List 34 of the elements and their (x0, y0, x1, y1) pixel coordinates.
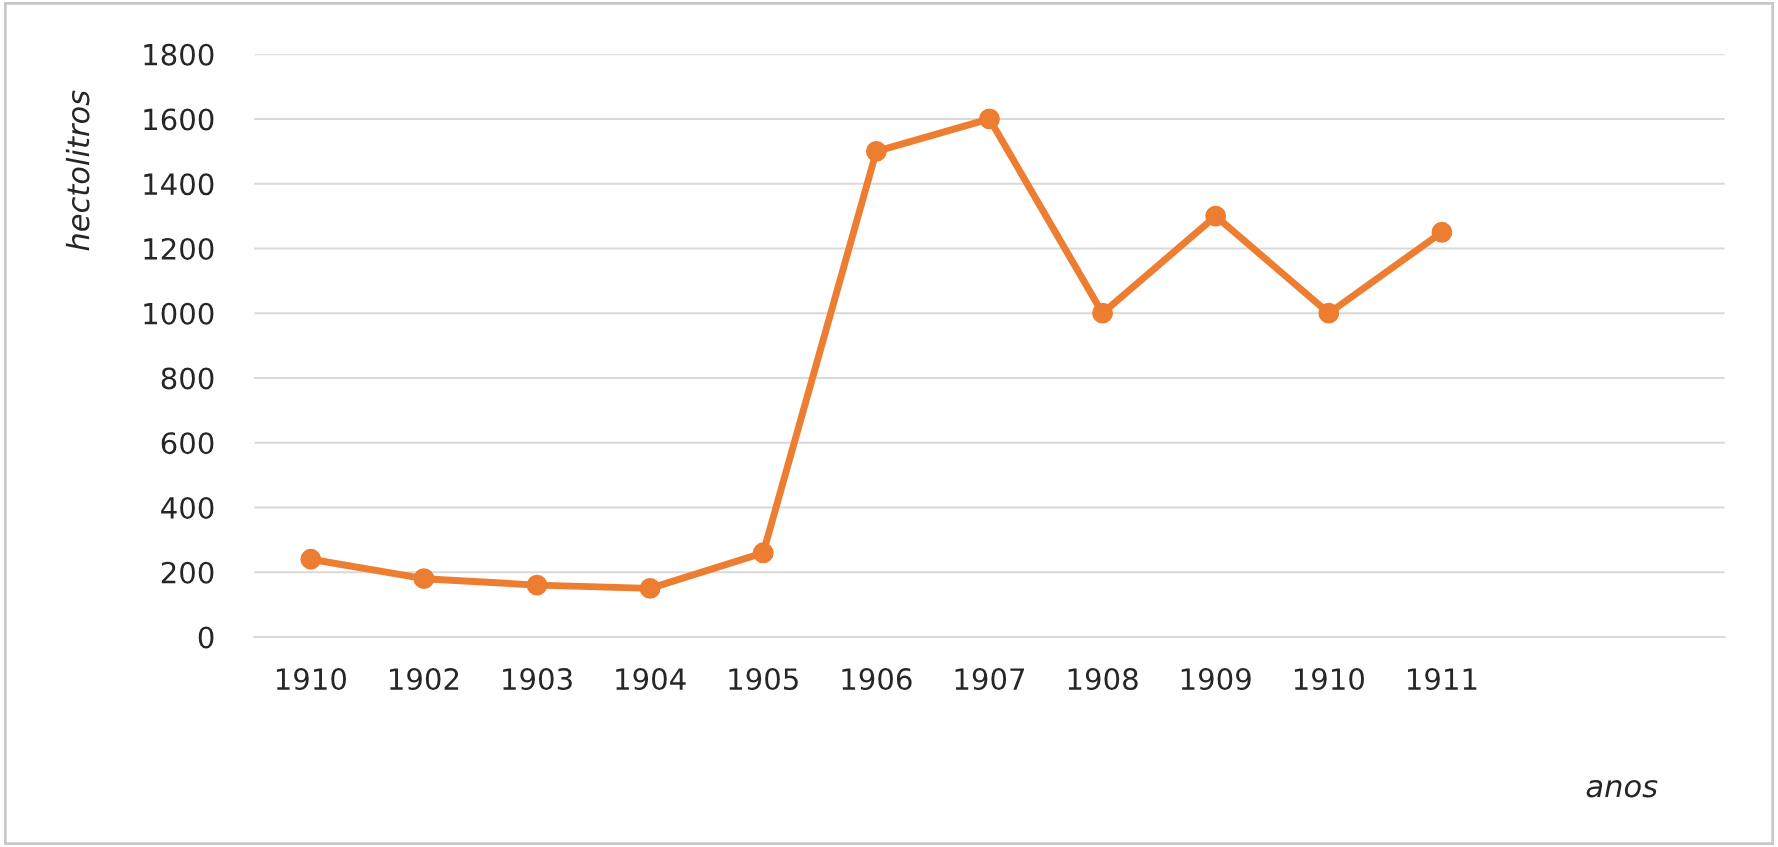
y-tick-label: 600 (161, 432, 214, 455)
point (979, 108, 1000, 130)
y-tick-label: 0 (198, 626, 214, 649)
point (413, 568, 435, 590)
x-tick-label: 1910 (1294, 668, 1364, 691)
point (1318, 302, 1340, 324)
y-tick-label: 800 (161, 367, 214, 390)
point (639, 577, 661, 599)
y-tick-label: 200 (161, 561, 214, 584)
point (1092, 302, 1113, 324)
point (865, 140, 887, 162)
y-tick-label: 400 (161, 496, 214, 519)
point (526, 574, 548, 596)
x-tick-label: 1905 (729, 668, 798, 691)
x-tick-label: 1904 (616, 668, 686, 691)
x-tick-label: 1909 (1181, 668, 1251, 691)
y-axis-title: hectolitros (65, 90, 90, 251)
x-tick-label: 1906 (842, 668, 912, 691)
y-tick-label: 1200 (144, 237, 214, 260)
x-tick-label: 1911 (1407, 668, 1477, 691)
point (1205, 205, 1227, 227)
y-tick-label: 1800 (144, 43, 214, 66)
y-tick-label: 1400 (144, 173, 214, 196)
point (1431, 221, 1453, 243)
x-tick-label: 1910 (276, 668, 346, 691)
x-tick-label: 1908 (1068, 668, 1138, 691)
x-tick-label: 1903 (503, 668, 572, 691)
y-tick-label: 1600 (144, 108, 214, 131)
x-tick-label: 1907 (955, 668, 1025, 691)
y-tick-label: 1000 (144, 302, 214, 325)
point (752, 542, 774, 564)
x-tick-label: 1902 (390, 668, 459, 691)
point (300, 548, 322, 570)
x-axis-title: anos (1586, 779, 1658, 798)
